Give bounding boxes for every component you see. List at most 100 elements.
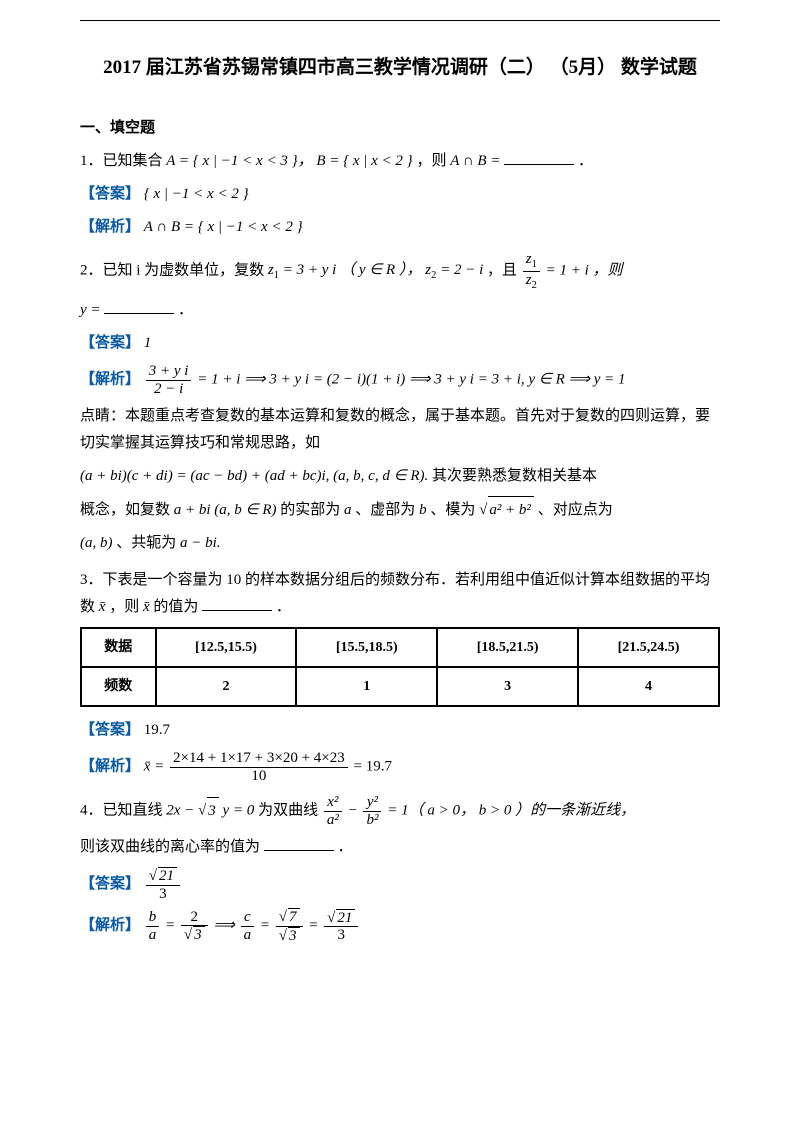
cell: [18.5,21.5)	[437, 628, 578, 667]
den: 3	[146, 886, 180, 903]
eq: = 3 + y i （ y ∈ R ），	[279, 262, 421, 278]
num: 2×14 + 1×17 + 3×20 + 4×23	[170, 750, 348, 768]
explain-label: 【解析】	[80, 918, 140, 934]
num: c	[241, 909, 255, 927]
radical-sign: √	[279, 909, 287, 925]
eq: =	[308, 918, 322, 934]
fraction: √21 3	[146, 867, 180, 902]
math: (a + bi)(c + di) = (ac − bd) + (ad + bc)…	[80, 468, 428, 484]
num: 3 + y i	[146, 363, 192, 381]
text: 、对应点为	[538, 502, 613, 518]
row-header: 频数	[81, 667, 156, 706]
math: 2x −	[166, 803, 198, 819]
radical-sign: √	[184, 927, 192, 943]
q4-explain: 【解析】 b a = 2 √3 ⟹ c a = √7 √3 = √21 3	[80, 908, 720, 944]
q3-explain: 【解析】 x̄ = 2×14 + 1×17 + 3×20 + 4×23 10 =…	[80, 750, 720, 784]
fraction: 2 √3	[181, 909, 208, 944]
q1-answer: 【答案】 { x | −1 < x < 2 }	[80, 181, 720, 208]
fraction: √7 √3	[276, 908, 303, 944]
text: 、虚部为	[355, 502, 419, 518]
question-1: 1．已知集合 A = { x | −1 < x < 3 }， B = { x |…	[80, 148, 720, 241]
math: a − bi.	[180, 535, 221, 551]
text: ．	[178, 302, 193, 318]
math: A = { x | −1 < x < 3 }， B = { x | x < 2 …	[166, 153, 412, 169]
den: b²	[363, 812, 381, 829]
q2-stem2: y = ．	[80, 297, 720, 324]
math: a	[344, 502, 352, 518]
eq: = 2 − i	[436, 262, 483, 278]
num: x²	[324, 794, 342, 812]
text: ，则	[416, 153, 450, 169]
text: ，且	[487, 262, 521, 278]
table-row: 频数 2 1 3 4	[81, 667, 719, 706]
text: 概念，如复数	[80, 502, 174, 518]
num: b	[146, 909, 160, 927]
text: 4．已知直线	[80, 803, 166, 819]
q2-note4: (a, b) 、共轭为 a − bi.	[80, 530, 720, 557]
den: a	[146, 927, 160, 944]
answer-label: 【答案】	[80, 335, 140, 351]
math: (a, b)	[80, 535, 113, 551]
q4-stem2: 则该双曲线的离心率的值为 ．	[80, 834, 720, 861]
top-rule	[80, 20, 720, 21]
sqrt-body: 21	[158, 867, 177, 885]
q2-answer: 【答案】 1	[80, 330, 720, 357]
math: = 1 + i ，则	[546, 262, 623, 278]
text: ．	[276, 599, 291, 615]
fraction: c a	[241, 909, 255, 943]
fraction: z1 z2	[523, 251, 540, 291]
frequency-table: 数据 [12.5,15.5) [15.5,18.5) [18.5,21.5) […	[80, 627, 720, 707]
den: 3	[324, 927, 358, 944]
text: 、模为	[430, 502, 475, 518]
q4-stem: 4．已知直线 2x − √3 y = 0 为双曲线 x² a² − y² b² …	[80, 794, 720, 828]
text: 则该双曲线的离心率的值为	[80, 839, 260, 855]
cell: 2	[156, 667, 297, 706]
text: 的值为	[153, 599, 198, 615]
text: 1．已知集合	[80, 153, 166, 169]
sqrt-body: 3	[288, 927, 300, 945]
math: = 1（ a > 0， b > 0 ）的一条渐近线，	[387, 803, 635, 819]
q2-note1: 点睛：本题重点考查复数的基本运算和复数的概念，属于基本题。首先对于复数的四则运算…	[80, 403, 720, 457]
fraction: b a	[146, 909, 160, 943]
fraction: y² b²	[363, 794, 381, 828]
num: y²	[363, 794, 381, 812]
row-header: 数据	[81, 628, 156, 667]
fill-blank	[104, 299, 174, 314]
num: 2	[181, 909, 208, 927]
cell: 4	[578, 667, 719, 706]
eq: =	[260, 918, 274, 934]
q3-stem: 3．下表是一个容量为 10 的样本数据分组后的频数分布．若利用组中值近似计算本组…	[80, 567, 720, 621]
q2-note3: 概念，如复数 a + bi (a, b ∈ R) 的实部为 a 、虚部为 b 、…	[80, 496, 720, 524]
question-3: 3．下表是一个容量为 10 的样本数据分组后的频数分布．若利用组中值近似计算本组…	[80, 567, 720, 784]
text: 的实部为	[280, 502, 344, 518]
question-2: 2．已知 i 为虚数单位，复数 z1 = 3 + y i （ y ∈ R ）， …	[80, 251, 720, 557]
cell: 1	[296, 667, 437, 706]
q2-stem: 2．已知 i 为虚数单位，复数 z1 = 3 + y i （ y ∈ R ）， …	[80, 251, 720, 291]
den: 2 − i	[146, 381, 192, 398]
answer-label: 【答案】	[80, 722, 140, 738]
q1-stem: 1．已知集合 A = { x | −1 < x < 3 }， B = { x |…	[80, 148, 720, 175]
cell: 3	[437, 667, 578, 706]
table-row: 数据 [12.5,15.5) [15.5,18.5) [18.5,21.5) […	[81, 628, 719, 667]
q1-explain: 【解析】 A ∩ B = { x | −1 < x < 2 }	[80, 214, 720, 241]
q4-answer: 【答案】 √21 3	[80, 867, 720, 902]
sqrt-body: a² + b²	[488, 496, 534, 524]
q3-answer: 【答案】 19.7	[80, 717, 720, 744]
radical-sign: √	[279, 928, 287, 944]
eq: =	[165, 918, 179, 934]
math: = 1 + i ⟹ 3 + y i = (2 − i)(1 + i) ⟹ 3 +…	[197, 372, 625, 388]
minus: −	[348, 803, 362, 819]
math: b	[419, 502, 427, 518]
text: 、共轭为	[116, 535, 180, 551]
radical-sign: √	[479, 502, 487, 518]
explain-label: 【解析】	[80, 759, 140, 775]
answer-value: 1	[144, 335, 152, 351]
explain-value: A ∩ B = { x | −1 < x < 2 }	[144, 219, 303, 235]
cell: [15.5,18.5)	[296, 628, 437, 667]
radical-sign: √	[327, 910, 335, 926]
math: = 19.7	[354, 759, 392, 775]
sqrt-body: 3	[193, 926, 205, 944]
fill-blank	[504, 150, 574, 165]
text: ．	[338, 839, 353, 855]
text: 为双曲线	[258, 803, 322, 819]
